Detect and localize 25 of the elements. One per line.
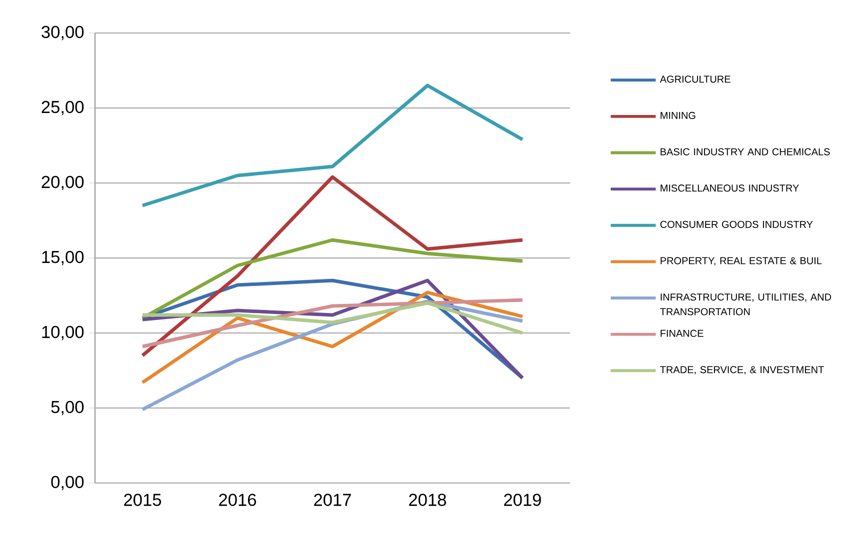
line-series (140, 301, 524, 335)
line-series (140, 238, 524, 320)
y-tick-label: 10,00 (42, 326, 84, 340)
legend-label: MISCELLANEOUS INDUSTRY (660, 184, 799, 192)
legend-label: INFRASTRUCTURE, UTILITIES, AND TRANSPORTATION (660, 293, 832, 316)
x-tick-label: 2017 (314, 494, 351, 506)
line-series (140, 84, 524, 208)
legend-label: AGRICULTURE (660, 76, 730, 83)
y-tick-label: 30,00 (42, 26, 84, 40)
legend-label: BASIC INDUSTRY AND CHEMICALS (660, 148, 830, 156)
legend-label: PROPERTY, REAL ESTATE & BUIL (660, 257, 822, 266)
x-tick-label: 2018 (409, 494, 446, 506)
y-tick-label: 25,00 (42, 100, 84, 116)
y-tick-label: 5,00 (51, 400, 84, 416)
y-tick-label: 20,00 (42, 176, 84, 190)
legend-label: CONSUMER GOODS INDUSTRY (660, 220, 813, 228)
x-tick-label: 2015 (124, 494, 162, 506)
x-tick-label: 2019 (504, 494, 541, 506)
legend-label: FINANCE (660, 330, 704, 337)
legend-label: TRADE, SERVICE, & INVESTMENT (660, 366, 824, 374)
y-tick-label: 0,00 (51, 476, 84, 490)
line-series (140, 175, 524, 358)
y-tick-label: 15,00 (42, 250, 84, 266)
x-tick-label: 2016 (219, 494, 256, 506)
legend-label: MINING (660, 112, 696, 120)
